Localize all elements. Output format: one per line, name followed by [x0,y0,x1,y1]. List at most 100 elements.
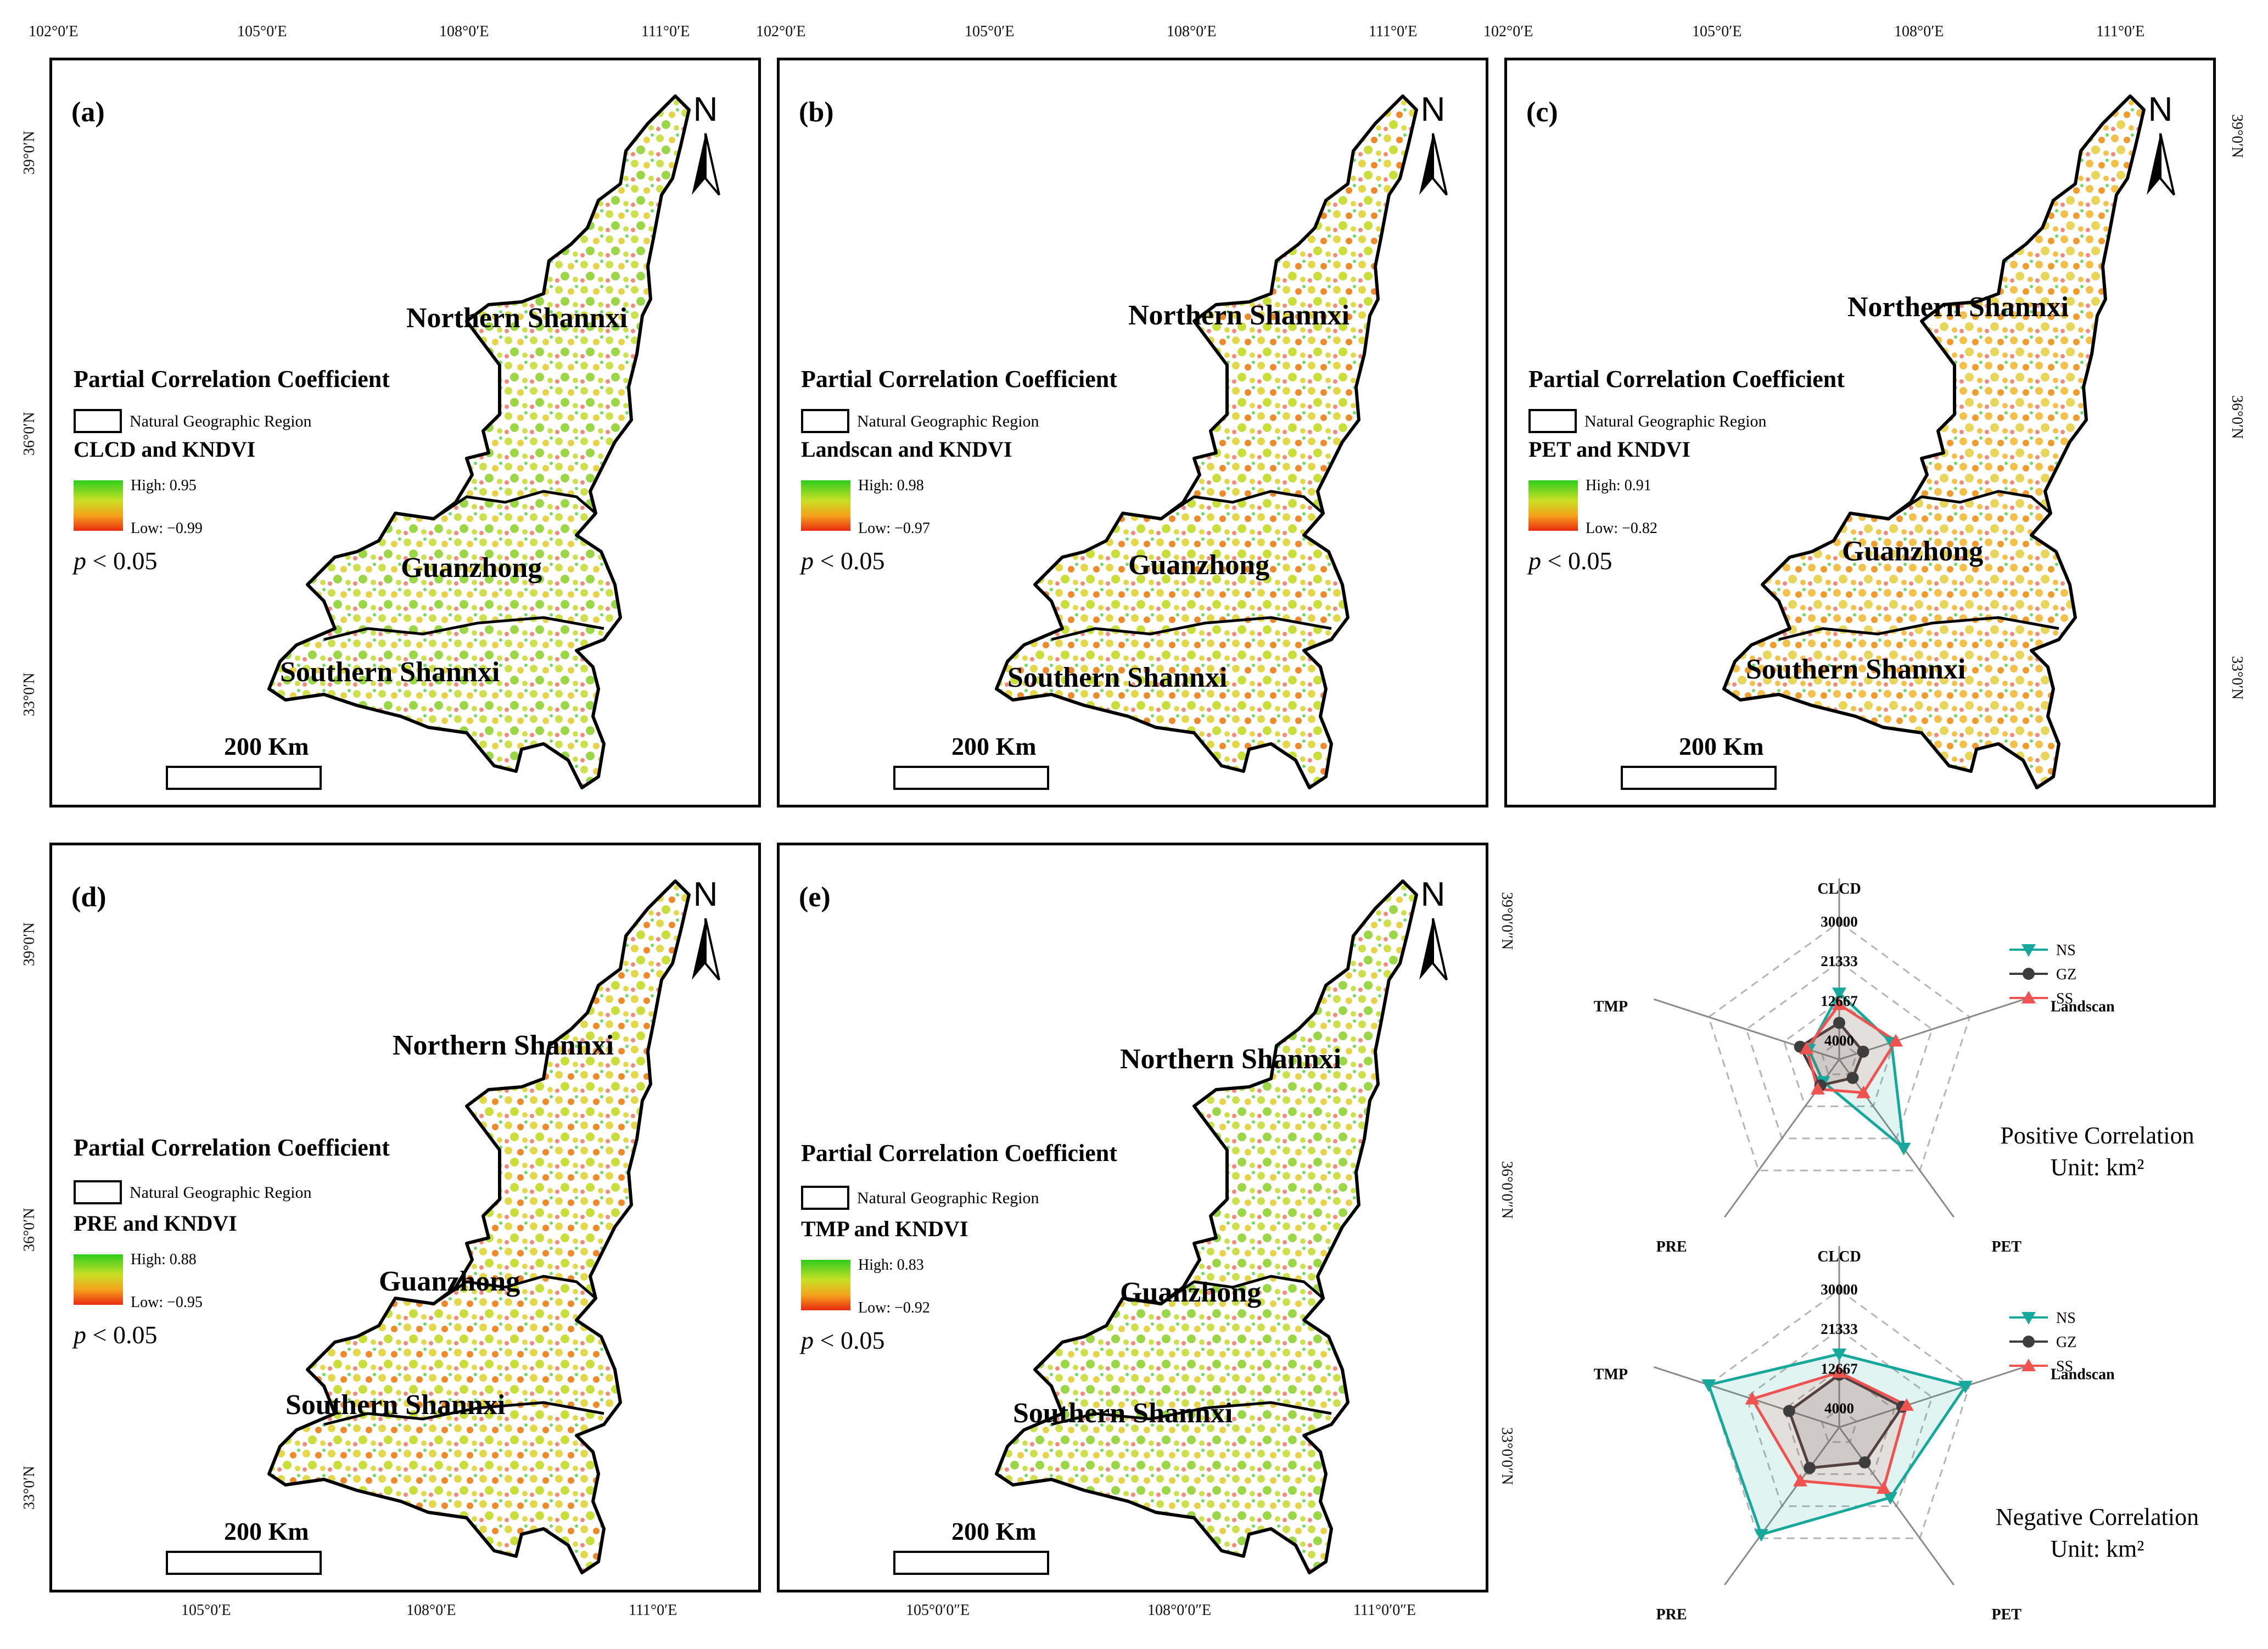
data-point-ss [1793,1473,1807,1487]
data-point-ss [1832,997,1846,1010]
ramp-low-label: Low: −0.97 [858,520,930,537]
radar-axis [1839,1366,2025,1428]
legend-variable: CLCD and KNDVI [74,437,256,462]
radar-axis [1724,1427,1840,1586]
radar-axis [1838,1427,1955,1586]
axis-label: PET [1992,1606,2022,1623]
province-outline [995,879,1418,1574]
radar-caption-unit: Unit: km² [2050,1535,2144,1562]
scale-bar-label: 200 Km [1679,732,1764,760]
legend-region-box [74,1180,122,1204]
legend-label: SS [2056,1358,2073,1375]
data-point-ss [1745,1392,1760,1405]
scale-bar-label: 200 Km [224,1517,309,1545]
coordinate-label: 39°0′0″N [1498,892,1515,950]
coordinate-label: 105°0′E [237,23,287,40]
legend-region-box [801,409,849,433]
p-variable: p [801,1326,814,1354]
tick-label: 12667 [1821,992,1858,1009]
radar-axis [1839,998,2025,1061]
region-map [995,94,1418,789]
color-ramp [801,480,850,531]
axis-label: CLCD [1817,1248,1861,1265]
coordinate-label: 36°0′N [2228,395,2245,439]
scale-bar [893,1551,1049,1575]
p-variable: p [74,547,86,575]
coordinate-label: 111°0′E [629,1602,677,1619]
color-ramp [74,480,123,531]
legend-region-label: Natural Geographic Region [857,412,1039,430]
data-point-gz [1858,1456,1871,1469]
svg-text:N: N [693,876,718,913]
radar-chart-negative: 4000 12667 21333 30000 CLCD Landscan PET PRE TMP… [1594,1246,2115,1623]
data-point-ns [1832,1348,1846,1361]
region-boundary [323,1401,604,1426]
series-area-gz [1788,1373,1904,1469]
significance-label: p < 0.05 [74,1320,157,1349]
tick-label: 30000 [1821,913,1858,930]
coordinate-label: 33°0′N [21,1466,38,1510]
map-panel-b: (b) N Partial Correlation Coefficient Na… [777,58,1488,807]
region-label-north: Northern Shannxi [393,1030,614,1061]
scale-bar [1621,766,1777,790]
map-panel-a: (a) N Partial Correlation Coefficient Na… [49,58,761,807]
p-variable: p [1528,547,1541,575]
coordinate-label: 108°0′0″E [1147,1602,1212,1619]
legend-variable: Landscan and KNDVI [801,437,1012,462]
north-arrow-icon: N [692,91,720,196]
coordinate-label: 102°0′E [1483,23,1533,40]
coordinate-label: 39°0′N [2228,114,2245,158]
grid-ring [1745,961,1933,1140]
data-point-ns [1896,1142,1911,1156]
coordinate-label: 105°0′E [181,1602,231,1619]
scale-bar-label: 200 Km [951,1517,1037,1545]
coordinate-label: 105°0′E [1692,23,1742,40]
data-point-ss [1832,1365,1846,1378]
coordinate-label: 108°0′E [439,23,489,40]
legend-marker [2021,1359,2036,1371]
coordinate-label: 108°0′E [1167,23,1217,40]
coordinate-label: 111°0′E [2096,23,2145,40]
data-point-ns [1754,1529,1768,1542]
legend-region-label: Natural Geographic Region [857,1189,1039,1207]
province-outline [1722,94,2146,789]
ramp-low-label: Low: −0.95 [131,1294,203,1311]
coordinate-label: 111°0′E [641,23,690,40]
region-boundary [323,616,604,641]
grid-ring [1707,921,1971,1171]
coordinate-label: 105°0′0″E [906,1602,970,1619]
ramp-high-label: High: 0.98 [858,477,924,494]
significance-label: p < 0.05 [1528,546,1612,575]
region-label-guanzhong: Guanzhong [1842,536,1984,567]
legend-label: NS [2056,1310,2076,1327]
region-label-south: Southern Shannxi [280,657,500,688]
region-label-south: Southern Shannxi [1007,662,1228,693]
region-label-guanzhong: Guanzhong [401,552,542,584]
p-threshold: < 0.05 [86,1321,158,1349]
coordinate-label: 36°0′0″N [1498,1161,1515,1219]
data-point-ns [1832,988,1846,1001]
legend-title: Partial Correlation Coefficient [74,1134,390,1161]
map-panel-c: (c) N Partial Correlation Coefficient Na… [1504,58,2216,807]
coordinate-label: 108°0′E [1894,23,1944,40]
radar-axis [1838,1059,1955,1218]
scale-bar [893,766,1049,790]
data-point-ss [1899,1398,1914,1411]
panel-label: (d) [71,882,107,913]
map-panel-d: (d) N Partial Correlation Coefficient Na… [49,843,761,1592]
region-label-south: Southern Shannxi [285,1389,506,1421]
region-boundary [395,490,597,520]
legend-variable: PET and KNDVI [1528,437,1690,462]
svg-text:N: N [693,91,718,128]
coordinate-label: 39°0′N [21,131,38,175]
province-outline [267,879,691,1574]
data-point-ns [1883,1492,1898,1505]
region-map [267,94,691,789]
ramp-high-label: High: 0.88 [131,1251,197,1268]
significance-label: p < 0.05 [74,546,157,575]
legend-region-label: Natural Geographic Region [130,1184,312,1202]
panel-label: (e) [799,882,831,913]
region-map [1722,94,2146,789]
radar-caption-title: Negative Correlation [1995,1504,2199,1530]
legend-title: Partial Correlation Coefficient [801,366,1117,392]
